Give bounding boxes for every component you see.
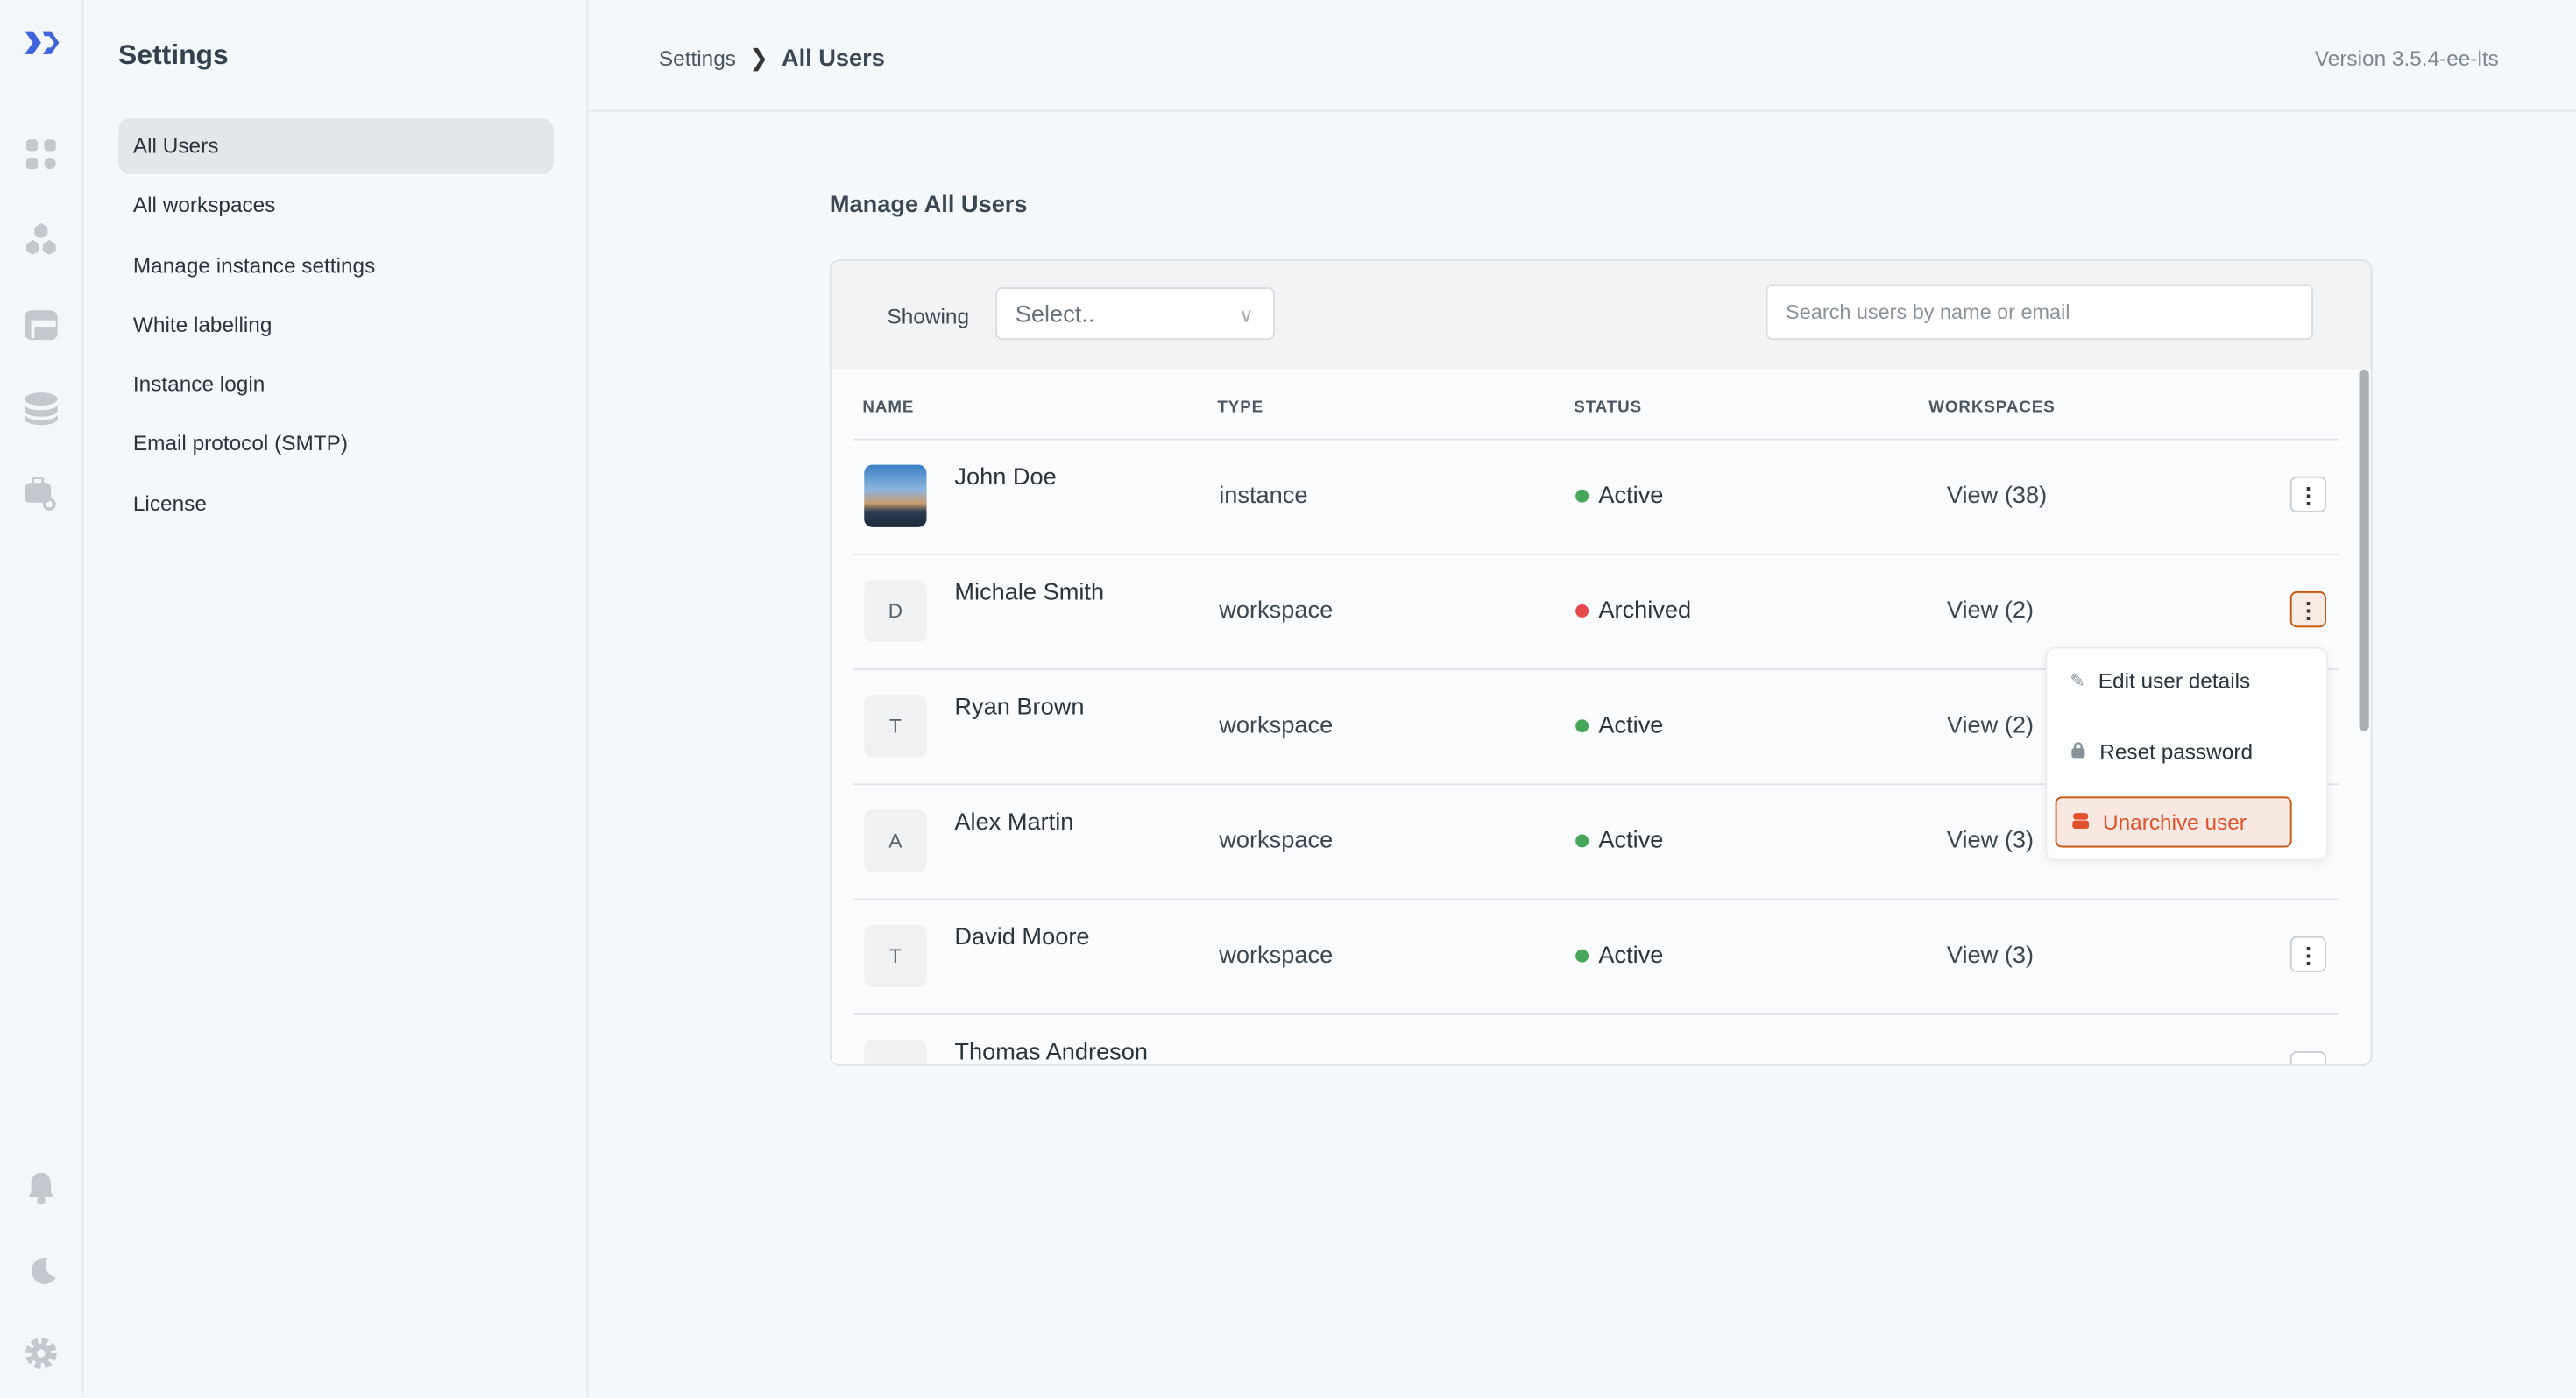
user-name: Michale Smith [954, 579, 1105, 606]
sidebar-item-white-labelling[interactable]: White labelling [132, 312, 272, 337]
user-name: John Doe [954, 464, 1057, 491]
menu-item-edit-user[interactable]: ✎ Edit user details [2070, 668, 2251, 694]
apps-icon[interactable] [21, 135, 60, 174]
user-type: workspace [1219, 943, 1334, 970]
row-menu-button[interactable]: ⋮ [2289, 936, 2326, 972]
sidebar-item-license[interactable]: License [132, 491, 207, 516]
pencil-icon: ✎ [2070, 671, 2085, 692]
avatar: T [864, 924, 927, 987]
breadcrumb-settings[interactable]: Settings [658, 46, 736, 71]
filter-bar: Showing Select.. ∨ [831, 261, 2371, 370]
unarchive-icon [2071, 809, 2090, 834]
workspaces-link[interactable]: View (3) [1946, 828, 2035, 854]
workflow-icon[interactable] [21, 475, 60, 514]
sidebar-item-all-users[interactable]: All Users [118, 118, 554, 174]
status-badge: Archived [1575, 598, 1691, 625]
table-header: NAME TYPE STATUS WORKSPACES [853, 370, 2339, 441]
header: Settings ❯ All Users Version 3.5.4-ee-lt… [588, 0, 2576, 112]
table-row: D Michale Smith workspace Archived View … [853, 554, 2339, 670]
avatar [864, 1039, 927, 1064]
user-type: workspace [1219, 597, 1334, 625]
workspaces-link[interactable]: View (3) [1946, 943, 2035, 970]
table-row: Thomas Andreson [853, 1013, 2339, 1066]
status-badge: Active [1575, 828, 1663, 854]
moon-icon[interactable] [21, 1252, 60, 1291]
chevron-down-icon: ∨ [1239, 303, 1254, 328]
user-name: Thomas Andreson [954, 1039, 1149, 1066]
lock-icon [2070, 739, 2087, 764]
status-badge: Active [1575, 943, 1663, 969]
settings-nav: All Users All workspaces Manage instance… [118, 118, 554, 535]
avatar: A [864, 809, 927, 872]
table-row: John Doe instance Active View (38) ⋮ [853, 439, 2339, 555]
logo-icon[interactable] [21, 23, 60, 62]
user-name: Ryan Brown [954, 695, 1085, 722]
workspaces-link[interactable]: View (38) [1946, 483, 2048, 510]
table-row: T David Moore workspace Active View (3) … [853, 899, 2339, 1015]
row-menu-button[interactable]: ⋮ [2289, 476, 2326, 512]
components-icon[interactable] [21, 220, 60, 259]
col-workspaces: WORKSPACES [1928, 399, 2056, 418]
icon-rail [0, 0, 84, 1398]
row-action-menu: ✎ Edit user details Reset password Unarch… [2045, 646, 2328, 861]
sidebar-item-instance-login[interactable]: Instance login [132, 371, 265, 397]
version-label: Version 3.5.4-ee-lts [2314, 46, 2499, 71]
avatar: T [864, 695, 927, 758]
sidebar-title: Settings [118, 39, 229, 71]
showing-label: Showing [887, 303, 970, 328]
user-type: workspace [1219, 712, 1334, 739]
menu-item-unarchive-user[interactable]: Unarchive user [2055, 796, 2292, 848]
gear-icon[interactable] [21, 1334, 60, 1373]
chevron-right-icon: ❯ [748, 44, 768, 71]
col-type: TYPE [1217, 399, 1264, 418]
user-type: workspace [1219, 828, 1334, 854]
table-scrollbar[interactable] [2359, 369, 2369, 1060]
avatar [864, 464, 927, 527]
status-badge: Active [1575, 483, 1663, 509]
settings-sidebar: Settings All Users All workspaces Manage… [83, 0, 589, 1398]
menu-item-reset-password[interactable]: Reset password [2056, 728, 2289, 775]
sidebar-item-smtp[interactable]: Email protocol (SMTP) [132, 431, 349, 456]
user-name: Alex Martin [954, 809, 1074, 837]
row-menu-button[interactable] [2289, 1051, 2326, 1064]
col-name: NAME [862, 399, 915, 418]
user-type: instance [1219, 483, 1308, 510]
status-badge: Active [1575, 713, 1663, 739]
bell-icon[interactable] [21, 1168, 60, 1207]
breadcrumb-current: All Users [781, 45, 885, 72]
col-status: STATUS [1574, 399, 1643, 418]
sidebar-item-all-workspaces[interactable]: All workspaces [132, 192, 276, 218]
scrollbar-thumb[interactable] [2359, 369, 2369, 731]
workspaces-link[interactable]: View (2) [1946, 597, 2035, 625]
select-value: Select.. [1015, 302, 1095, 328]
avatar: D [864, 579, 927, 643]
breadcrumb: Settings ❯ All Users [659, 45, 885, 73]
database-icon[interactable] [21, 389, 60, 428]
row-menu-button[interactable]: ⋮ [2289, 591, 2326, 628]
showing-select[interactable]: Select.. ∨ [995, 287, 1275, 341]
user-name: David Moore [954, 924, 1090, 951]
sidebar-item-instance-settings[interactable]: Manage instance settings [132, 251, 376, 278]
page-title: Manage All Users [829, 192, 1028, 219]
workspaces-link[interactable]: View (2) [1946, 712, 2035, 739]
search-input[interactable] [1766, 284, 2313, 341]
table-icon[interactable] [21, 306, 60, 345]
